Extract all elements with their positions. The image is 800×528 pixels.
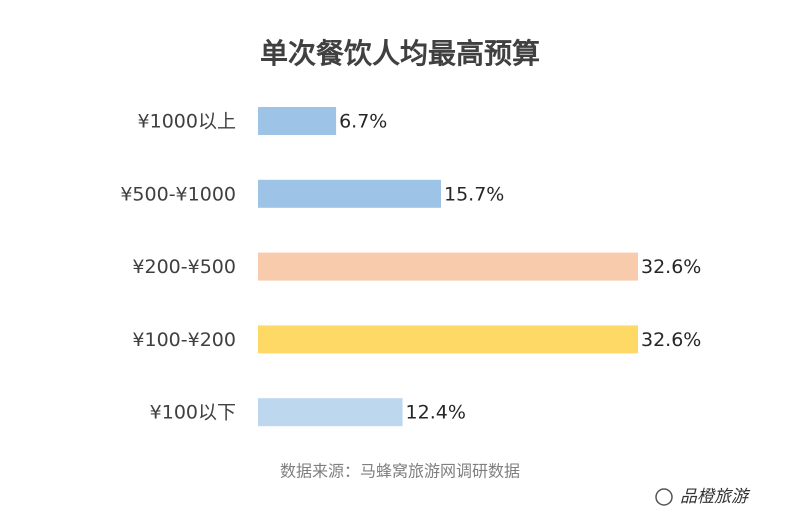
category-label: ¥1000以上 [138, 111, 236, 133]
bar [258, 179, 442, 208]
bar [258, 398, 403, 427]
source-note: 数据来源：马蜂窝旅游网调研数据 [280, 462, 520, 481]
category-label: ¥200-¥500 [132, 256, 236, 278]
value-label: 12.4% [406, 402, 466, 424]
value-label: 15.7% [444, 183, 504, 205]
category-label: ¥100-¥200 [132, 329, 236, 351]
category-label: ¥500-¥1000 [120, 183, 236, 205]
value-label: 32.6% [641, 329, 701, 351]
value-label: 32.6% [641, 256, 701, 278]
bar [258, 325, 638, 354]
chart-title: 单次餐饮人均最高预算 [260, 37, 540, 70]
watermark: 品橙旅游 [680, 487, 751, 507]
bar [258, 107, 337, 135]
bar [258, 252, 638, 281]
value-label: 6.7% [339, 111, 387, 133]
category-label: ¥100以下 [150, 402, 236, 424]
watermark-icon [655, 488, 673, 506]
